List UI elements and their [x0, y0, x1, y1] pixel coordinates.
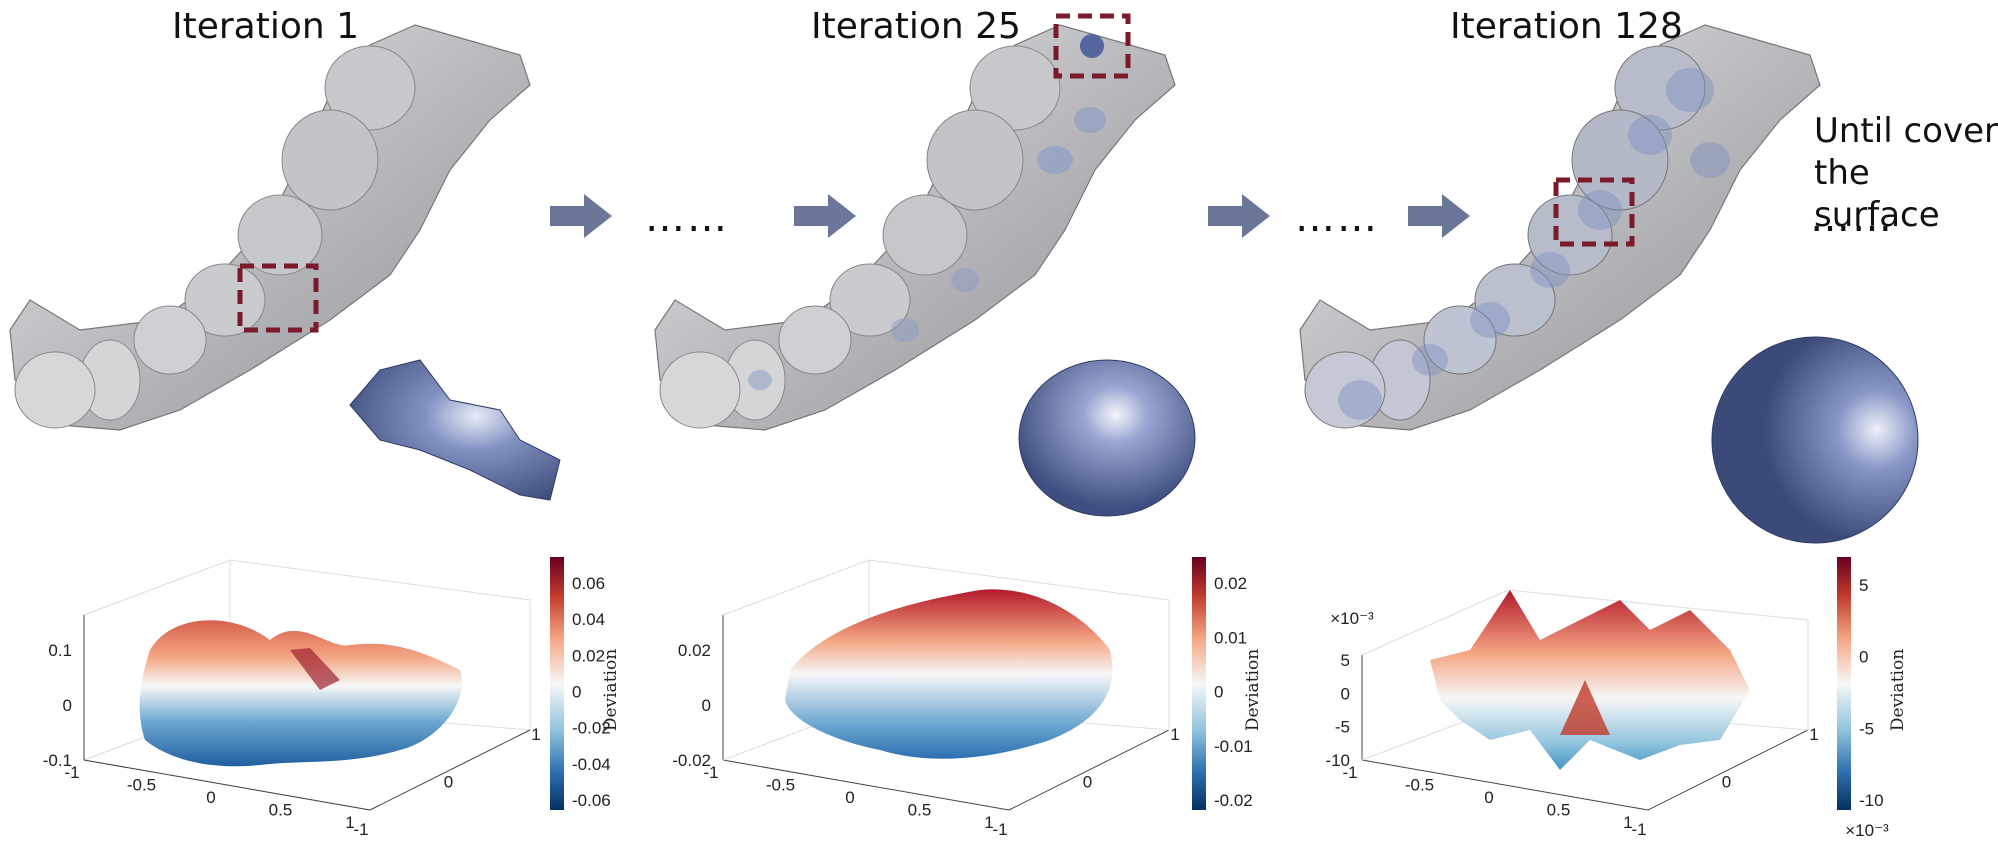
- x-tick-label: -1: [1342, 763, 1357, 782]
- x-tick-label: 0: [206, 788, 215, 807]
- dashed-selection-box-3: [1553, 177, 1635, 247]
- colorbar-exponent-label: ×10⁻³: [1845, 821, 1889, 840]
- tooth-model-1: [9, 24, 531, 431]
- colorbar-label: Deviation: [601, 649, 621, 731]
- surface-plot-2: [722, 559, 1170, 811]
- surface-patch-2: [1018, 359, 1196, 517]
- colorbar-tick-label: -0.02: [1214, 791, 1253, 810]
- arrow-right-icon-4: [1408, 194, 1470, 238]
- colorbar-label: Deviation: [1888, 649, 1908, 731]
- x-tick-label: 0: [845, 788, 854, 807]
- y-tick-label: -1: [1631, 820, 1646, 839]
- x-tick-label: -1: [64, 763, 79, 782]
- x-tick-label: 0.5: [1547, 801, 1571, 820]
- caption-line-2: the surface: [1814, 153, 1940, 235]
- colorbar-tick-label: -0.02: [572, 719, 611, 738]
- z-tick-label: 0: [702, 696, 711, 715]
- surface-plot-3: [1361, 589, 1809, 811]
- z-tick-label: 5: [1341, 651, 1350, 670]
- arrow-right-icon-1: [550, 194, 612, 238]
- colorbar-tick-label: 0: [1214, 683, 1223, 702]
- ellipsis-1: ……: [645, 195, 729, 241]
- x-tick-label: -0.5: [1405, 776, 1434, 795]
- x-tick-label: 1: [1623, 813, 1632, 832]
- z-tick-label: 0.02: [678, 641, 711, 660]
- z-tick-label: -5: [1335, 718, 1350, 737]
- y-tick-label: 1: [531, 725, 540, 744]
- z-tick-label: -0.02: [672, 751, 711, 770]
- title-iteration-25: Iteration 25: [811, 6, 1021, 47]
- y-tick-label: 1: [1170, 725, 1179, 744]
- x-tick-label: -1: [703, 763, 718, 782]
- y-tick-label: -1: [353, 820, 368, 839]
- until-cover-caption: Until cover the surface: [1814, 110, 1998, 236]
- title-iteration-1: Iteration 1: [172, 6, 360, 47]
- colorbar-tick-label: 0.06: [572, 574, 605, 593]
- z-tick-label: -0.1: [43, 751, 72, 770]
- tooth-model-2: [654, 24, 1176, 431]
- colorbar-tick-label: -0.06: [572, 791, 611, 810]
- colorbar-tick-label: -0.04: [572, 755, 611, 774]
- colorbar-tick-label: 0.04: [572, 610, 605, 629]
- colorbar-tick-label: 0: [1859, 648, 1868, 667]
- z-tick-label: 0: [63, 696, 72, 715]
- colorbar-tick-label: 0.01: [1214, 628, 1247, 647]
- colorbar-tick-label: 0: [572, 683, 581, 702]
- z-tick-label: 0.1: [48, 641, 72, 660]
- arrow-right-icon-2: [794, 194, 856, 238]
- caption-line-1: Until cover: [1814, 111, 1998, 151]
- colorbar-tick-label: 5: [1859, 576, 1868, 595]
- tooth-model-3: [1299, 24, 1821, 431]
- y-tick-label: -1: [992, 820, 1007, 839]
- x-tick-label: 1: [345, 813, 354, 832]
- surface-plot-1: [83, 559, 531, 811]
- x-tick-label: 0: [1484, 788, 1493, 807]
- z-exponent-label: ×10⁻³: [1330, 609, 1374, 628]
- x-tick-label: 0.5: [908, 801, 932, 820]
- y-tick-label: 0: [1722, 773, 1731, 792]
- title-iteration-128: Iteration 128: [1450, 6, 1683, 47]
- y-tick-label: 0: [1083, 773, 1092, 792]
- colorbar-tick-label: -10: [1859, 791, 1884, 810]
- colorbar-tick-label: -0.01: [1214, 737, 1253, 756]
- dashed-selection-box-2: [1053, 13, 1131, 79]
- y-tick-label: 0: [444, 773, 453, 792]
- colorbar-2: [1192, 557, 1206, 810]
- colorbar-1: [550, 557, 564, 810]
- colorbar-tick-label: 0.02: [1214, 574, 1247, 593]
- colorbar-label: Deviation: [1243, 649, 1263, 731]
- x-tick-label: -0.5: [127, 776, 156, 795]
- colorbar-tick-label: -5: [1859, 719, 1874, 738]
- ellipsis-2: ……: [1295, 195, 1379, 241]
- x-tick-label: 0.5: [269, 801, 293, 820]
- axis-tick-labels: 0.10-0.1-1-0.500.5110-10.060.040.020-0.0…: [43, 574, 1908, 840]
- y-tick-label: 1: [1809, 725, 1818, 744]
- surface-patch-3: [1711, 336, 1919, 544]
- ellipsis-3: ……: [1810, 195, 1894, 241]
- colorbar-3: [1837, 557, 1851, 810]
- z-tick-label: 0: [1341, 684, 1350, 703]
- arrow-right-icon-3: [1208, 194, 1270, 238]
- x-tick-label: -0.5: [766, 776, 795, 795]
- x-tick-label: 1: [984, 813, 993, 832]
- colorbar-tick-label: 0.02: [572, 646, 605, 665]
- z-tick-label: -10: [1325, 751, 1350, 770]
- surface-patch-1: [349, 359, 561, 501]
- dashed-selection-box-1: [237, 263, 319, 333]
